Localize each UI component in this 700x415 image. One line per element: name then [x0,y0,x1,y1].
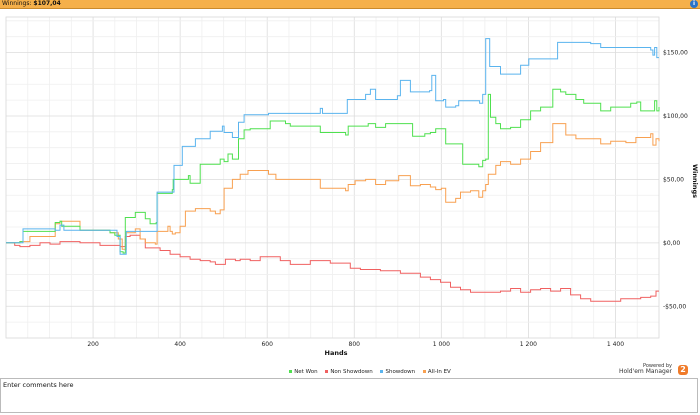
comments-input[interactable]: Enter comments here [0,378,698,413]
legend-swatch [289,370,293,373]
series-net-won [6,88,660,254]
header-bar: Winnings: $107,04 i [0,0,700,9]
y-tick-label: $0,00 [663,240,680,247]
powered-by: Powered by Hold'em Manager [618,363,672,375]
x-axis-label: Hands [325,349,348,357]
y-axis-label: Winnings [691,164,699,198]
info-icon[interactable]: i [690,0,698,8]
legend-swatch [325,370,329,373]
y-axis-ticks: -$50,00 $0,00 $50,00 $100,00 $150,00 [663,50,688,311]
y-tick-label: -$50,00 [663,303,686,310]
series-lines [6,38,660,302]
grid [6,17,659,338]
legend-swatch [380,370,384,373]
winnings-chart: 200 400 600 800 1 000 1 200 1 400 -$50,00 $0,00… [5,16,699,357]
legend-item-showdown[interactable]: Showdown [380,369,415,375]
winnings-value: $107,04 [33,0,61,7]
winnings-summary: Winnings: $107,04 [2,0,61,8]
x-tick-label: 1 200 [520,341,537,348]
series-showdown [6,38,659,255]
legend-item-net-won[interactable]: Net Won [289,369,318,375]
x-tick-label: 1 400 [607,341,624,348]
x-tick-label: 600 [261,341,273,348]
x-tick-label: 1 000 [433,341,450,348]
y-tick-label: $50,00 [663,176,684,183]
plot-area [5,16,660,339]
hem-logo: 2 [678,365,688,375]
legend: Net Won Non Showdown Showdown All-In EV [0,369,700,375]
legend-item-non-showdown[interactable]: Non Showdown [325,369,373,375]
legend-item-all-in-ev[interactable]: All-In EV [422,369,451,375]
legend-swatch [422,370,426,373]
x-tick-label: 800 [349,341,361,348]
series-all-in-ev [6,123,660,250]
winnings-label: Winnings: [2,0,32,7]
y-tick-label: $150,00 [663,50,688,57]
x-axis-ticks: 200 400 600 800 1 000 1 200 1 400 [87,341,624,348]
y-tick-label: $100,00 [663,113,688,120]
x-tick-label: 400 [174,341,186,348]
x-tick-label: 200 [87,341,99,348]
